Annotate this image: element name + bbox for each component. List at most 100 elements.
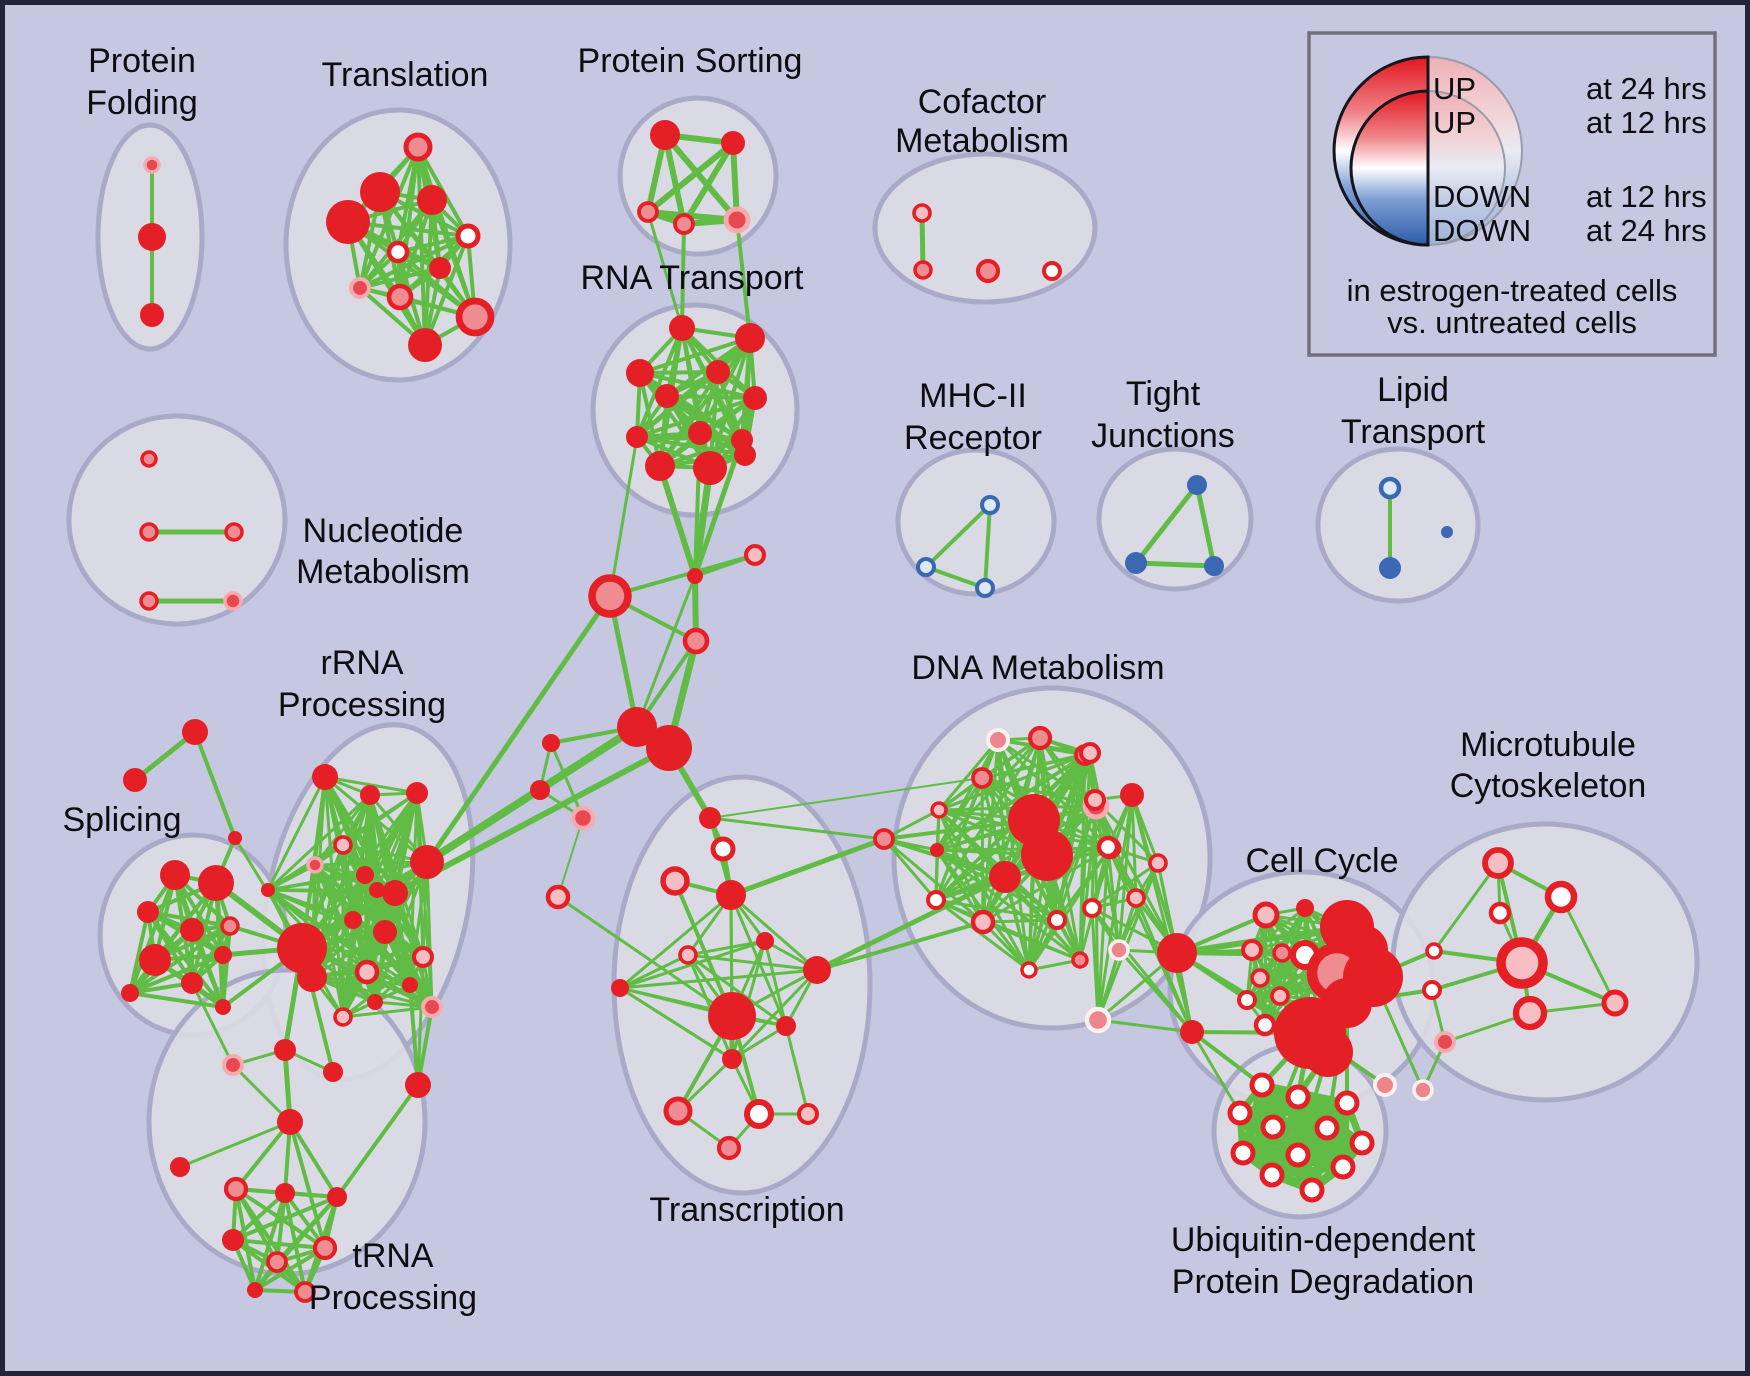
gene-node-16-pinkcenter xyxy=(637,201,659,223)
gene-node-68-red xyxy=(181,972,203,994)
edge xyxy=(763,939,788,1028)
cluster-label-protein-folding-line1: Protein xyxy=(88,42,196,80)
gene-node-122-pinkcenter xyxy=(1027,725,1053,751)
edge xyxy=(635,396,757,439)
edge xyxy=(681,140,736,227)
edge xyxy=(1090,861,1160,910)
gene-node-181-ringwhite xyxy=(1314,1115,1340,1141)
gene-node-59-red xyxy=(182,719,208,745)
gene-node-169-ringwhite xyxy=(1488,901,1512,925)
gene-node-104-red xyxy=(247,1282,263,1298)
gene-node-81-red xyxy=(344,911,362,929)
gene-node-154-ringpink xyxy=(1250,968,1270,988)
edge xyxy=(686,939,767,957)
gene-node-53-red xyxy=(617,707,657,747)
edge xyxy=(1106,845,1121,952)
cluster-label-transcription: Transcription xyxy=(649,1191,844,1229)
edge xyxy=(128,910,150,995)
edge xyxy=(178,1120,292,1169)
edge xyxy=(935,848,1082,962)
gene-node-99-red xyxy=(275,1183,295,1203)
edge xyxy=(231,1195,339,1242)
edge xyxy=(358,234,470,290)
gene-node-90-red xyxy=(297,962,327,992)
gene-node-43-blue xyxy=(1441,526,1453,538)
gene-node-91-red xyxy=(261,883,275,897)
gene-node-100-red xyxy=(327,1187,347,1207)
gene-node-139-red xyxy=(1120,783,1144,807)
edge xyxy=(729,893,819,972)
gene-node-179-ringwhite xyxy=(1227,1100,1253,1126)
gene-node-30-red xyxy=(688,421,712,445)
gene-node-2-red xyxy=(140,303,164,327)
edge xyxy=(935,751,1092,852)
gene-node-56-red xyxy=(530,780,550,800)
gene-node-87-ringpink xyxy=(333,1007,353,1027)
edge xyxy=(692,437,745,579)
cluster-label-tight-junctions-line2: Junctions xyxy=(1091,417,1235,455)
edge xyxy=(275,1191,287,1264)
gene-node-45-pinkcenter xyxy=(139,522,159,542)
cluster-label-mhc-ii-receptor-line1: MHC-II xyxy=(919,377,1027,415)
gene-node-36-ringblue xyxy=(916,557,936,577)
edge xyxy=(288,1120,327,1250)
cluster-label-microtubule-cytoskeleton-line2: Cytoskeleton xyxy=(1450,767,1647,805)
cluster-label-cofactor-metabolism-line2: Metabolism xyxy=(895,122,1069,160)
gene-node-66-pinkcenter xyxy=(220,916,240,936)
gene-node-109-red xyxy=(716,880,746,910)
edge xyxy=(981,846,1112,924)
edge xyxy=(686,953,788,1028)
gene-node-65-red xyxy=(180,918,204,942)
gene-node-80-red xyxy=(410,845,444,879)
edge xyxy=(288,1120,339,1199)
gene-node-94-red xyxy=(274,1039,296,1061)
gene-node-12-pinkcenter xyxy=(455,297,495,337)
edge xyxy=(1190,1030,1242,1115)
gene-node-42-blue xyxy=(1379,557,1401,579)
gene-node-6-red xyxy=(326,200,370,244)
gene-node-173-ringpink xyxy=(1512,995,1548,1031)
gene-node-137-pinkcenter xyxy=(1071,951,1089,969)
cluster-label-ubiquitin-dependent-protein-degradation-line1: Ubiquitin-dependent xyxy=(1171,1221,1476,1259)
edge xyxy=(1133,560,1217,569)
edge xyxy=(662,132,687,227)
gene-node-166-whitehalo xyxy=(1412,1079,1434,1101)
edge xyxy=(323,775,419,795)
gene-node-111-red xyxy=(756,932,774,950)
gene-node-143-ringpink xyxy=(1126,888,1146,908)
gene-node-85-red xyxy=(402,977,418,993)
gene-node-95-halo xyxy=(221,1053,245,1077)
gene-node-144-ringwhite xyxy=(1082,898,1102,918)
gene-node-164-red xyxy=(1303,1027,1353,1077)
gene-node-107-ringwhite xyxy=(710,836,736,862)
gene-node-49-red xyxy=(687,568,703,584)
edge xyxy=(673,879,734,1018)
edge xyxy=(373,860,429,1004)
gene-node-44-pinkcenter xyxy=(140,450,158,468)
gene-node-140-ringpink xyxy=(1083,788,1107,812)
gene-node-186-ringwhite xyxy=(1259,1162,1285,1188)
gene-node-69-red xyxy=(214,946,232,964)
gene-node-37-ringblue xyxy=(975,578,995,598)
gene-node-25-red xyxy=(626,359,654,387)
gene-node-20-pinkcenter xyxy=(913,260,933,280)
edge xyxy=(981,920,1082,962)
edge xyxy=(266,863,317,892)
edge xyxy=(983,503,992,590)
gene-node-115-red xyxy=(776,1016,796,1036)
edge xyxy=(1078,751,1092,962)
gene-node-64-red xyxy=(137,901,159,923)
edge xyxy=(730,968,819,1061)
edge xyxy=(608,435,639,598)
edge xyxy=(1096,845,1110,1022)
edge xyxy=(635,574,697,729)
gene-node-174-ringpink xyxy=(1601,989,1629,1017)
network-graph: Protein Folding Translation Protein Sorting… xyxy=(62,42,1700,1317)
edge xyxy=(557,817,584,898)
gene-node-170-ringpink xyxy=(1496,937,1548,989)
gene-node-148-red xyxy=(1180,1020,1204,1044)
legend-down-24-time: at 24 hrs xyxy=(1586,213,1707,248)
edge xyxy=(815,920,985,972)
edge xyxy=(638,336,752,375)
gene-node-106-red xyxy=(699,807,721,829)
